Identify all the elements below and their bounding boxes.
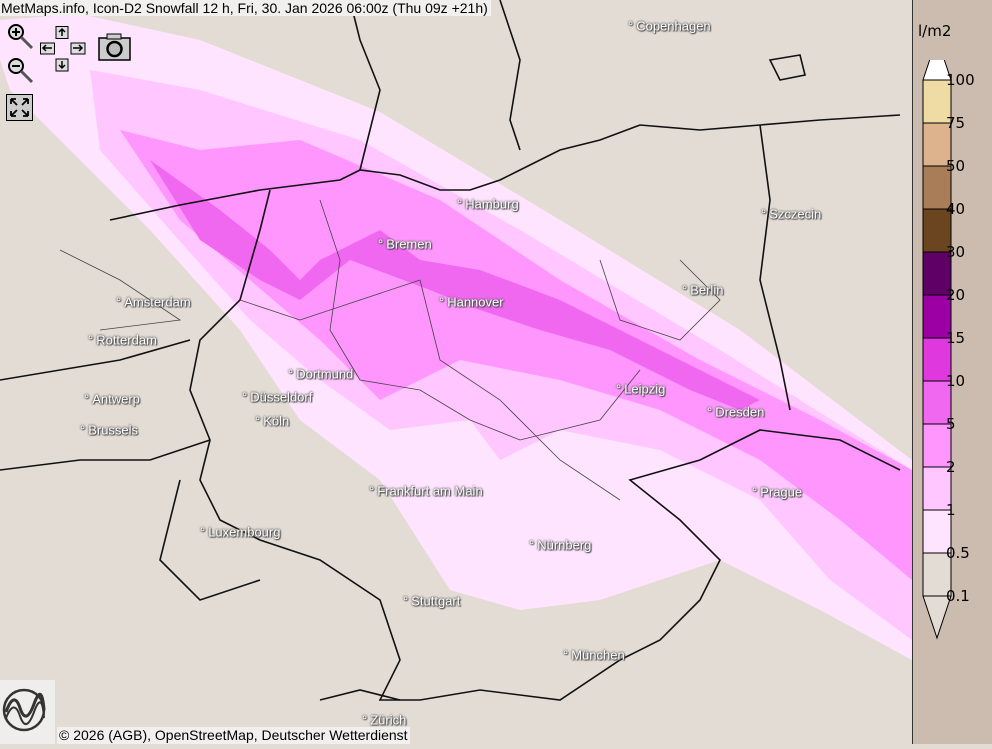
legend-swatch xyxy=(922,423,952,468)
city-label: Düsseldorf xyxy=(242,390,312,405)
snowfall-field xyxy=(0,14,912,660)
city-label: Zürich xyxy=(362,713,406,728)
city-label: Dortmund xyxy=(288,367,353,382)
metmaps-logo xyxy=(0,680,55,744)
pan-arrows-icon[interactable] xyxy=(40,26,86,72)
legend-unit: l/m2 xyxy=(918,22,952,40)
legend-label: 1 xyxy=(946,501,956,519)
city-label: Amsterdam xyxy=(116,295,190,310)
legend-label: 20 xyxy=(946,286,966,304)
zoom-out-icon[interactable] xyxy=(6,56,34,84)
city-label: Berlin xyxy=(682,283,723,298)
legend-label: 100 xyxy=(946,71,975,89)
city-label: Brussels xyxy=(80,423,138,438)
color-legend: l/m2 100 75 50 40 30 20 15 10 5 2 1 0.5 0.1 xyxy=(912,0,992,744)
legend-label: 10 xyxy=(946,372,966,390)
city-label: Antwerp xyxy=(84,392,140,407)
city-label: Prague xyxy=(752,485,802,500)
legend-label: 75 xyxy=(946,114,966,132)
legend-label: 0.5 xyxy=(946,544,970,562)
city-label: Hamburg xyxy=(457,197,518,212)
city-label: Szczecin xyxy=(761,207,821,222)
city-label: Rotterdam xyxy=(88,333,157,348)
city-label: Nürnberg xyxy=(529,538,591,553)
city-label: Luxembourg xyxy=(200,525,280,540)
city-label: Köln xyxy=(255,414,289,429)
map-title: MetMaps.info, Icon-D2 Snowfall 12 h, Fri… xyxy=(0,0,491,16)
legend-label: 0.1 xyxy=(946,587,970,605)
zoom-in-icon[interactable] xyxy=(6,22,34,50)
snowfall-map[interactable] xyxy=(0,0,912,744)
legend-colorbar xyxy=(922,60,952,640)
legend-swatch xyxy=(922,337,952,382)
legend-label: 30 xyxy=(946,243,966,261)
legend-label: 50 xyxy=(946,157,966,175)
city-label: Frankfurt am Main xyxy=(369,484,482,499)
copyright-notice: © 2026 (AGB), OpenStreetMap, Deutscher W… xyxy=(57,727,410,744)
legend-label: 5 xyxy=(946,415,956,433)
borders xyxy=(0,0,901,701)
fullscreen-icon[interactable] xyxy=(6,94,33,121)
legend-swatch xyxy=(922,466,952,511)
city-label: Copenhagen xyxy=(628,19,710,34)
legend-swatch xyxy=(922,251,952,296)
legend-label: 40 xyxy=(946,200,966,218)
city-label: Dresden xyxy=(707,405,764,420)
city-label: Hannover xyxy=(439,295,503,310)
legend-swatch xyxy=(922,294,952,339)
legend-min-arrow xyxy=(922,595,952,640)
camera-icon[interactable] xyxy=(98,33,131,61)
city-label: München xyxy=(563,648,624,663)
legend-label: 15 xyxy=(946,329,966,347)
city-label: Bremen xyxy=(378,237,432,252)
city-label: Leipzig xyxy=(616,382,665,397)
legend-swatch xyxy=(922,165,952,210)
legend-label: 2 xyxy=(946,458,956,476)
city-label: Stuttgart xyxy=(403,594,460,609)
